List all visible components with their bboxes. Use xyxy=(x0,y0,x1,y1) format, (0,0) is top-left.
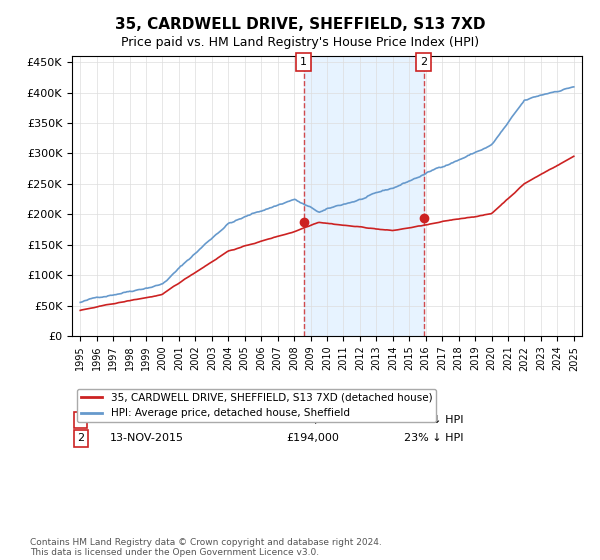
Text: 18% ↓ HPI: 18% ↓ HPI xyxy=(404,415,463,425)
Text: 1: 1 xyxy=(77,415,84,425)
Text: Price paid vs. HM Land Registry's House Price Index (HPI): Price paid vs. HM Land Registry's House … xyxy=(121,36,479,49)
Text: 13-NOV-2015: 13-NOV-2015 xyxy=(110,433,184,443)
Legend: 35, CARDWELL DRIVE, SHEFFIELD, S13 7XD (detached house), HPI: Average price, det: 35, CARDWELL DRIVE, SHEFFIELD, S13 7XD (… xyxy=(77,389,436,422)
Text: 23% ↓ HPI: 23% ↓ HPI xyxy=(404,433,463,443)
Text: 2: 2 xyxy=(77,433,84,443)
Text: 35, CARDWELL DRIVE, SHEFFIELD, S13 7XD: 35, CARDWELL DRIVE, SHEFFIELD, S13 7XD xyxy=(115,17,485,32)
Text: 1: 1 xyxy=(300,57,307,67)
Text: 01-AUG-2008: 01-AUG-2008 xyxy=(110,415,185,425)
Bar xyxy=(304,56,424,336)
Text: £188,000: £188,000 xyxy=(286,415,339,425)
Text: £194,000: £194,000 xyxy=(286,433,339,443)
Text: Contains HM Land Registry data © Crown copyright and database right 2024.
This d: Contains HM Land Registry data © Crown c… xyxy=(30,538,382,557)
Text: 2: 2 xyxy=(420,57,427,67)
